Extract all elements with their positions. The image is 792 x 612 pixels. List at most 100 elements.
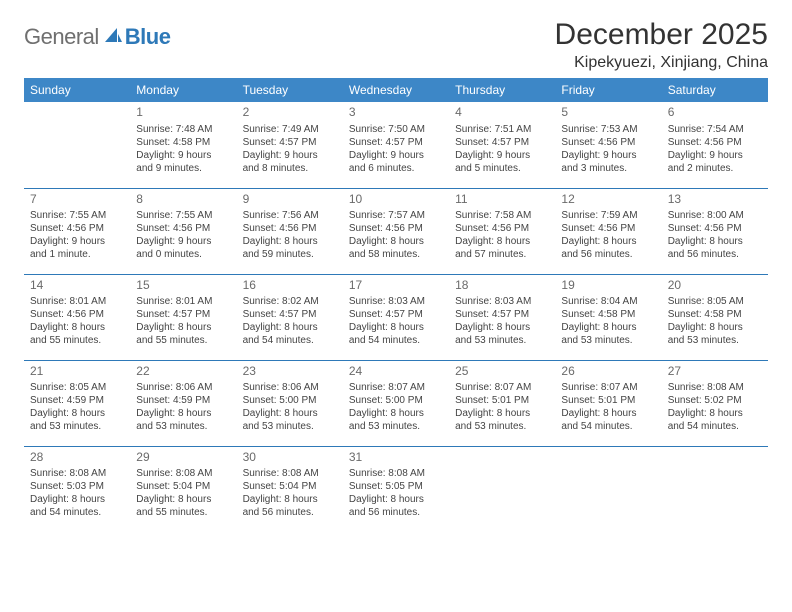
sunrise-text: Sunrise: 8:01 AM xyxy=(30,295,124,308)
sunrise-text: Sunrise: 7:48 AM xyxy=(136,123,230,136)
header: General Blue December 2025 Kipekyuezi, X… xyxy=(24,18,768,72)
sunset-text: Sunset: 4:56 PM xyxy=(349,222,443,235)
sunrise-text: Sunrise: 8:08 AM xyxy=(243,467,337,480)
calendar-week-row: 28Sunrise: 8:08 AMSunset: 5:03 PMDayligh… xyxy=(24,446,768,532)
daylight-text: Daylight: 8 hours and 53 minutes. xyxy=(30,407,124,433)
day-number: 24 xyxy=(349,364,443,380)
day-number: 5 xyxy=(561,105,655,121)
weekday-header: Thursday xyxy=(449,78,555,102)
sunrise-text: Sunrise: 8:03 AM xyxy=(455,295,549,308)
day-number: 9 xyxy=(243,192,337,208)
daylight-text: Daylight: 8 hours and 53 minutes. xyxy=(136,407,230,433)
sunset-text: Sunset: 4:57 PM xyxy=(349,136,443,149)
day-number: 18 xyxy=(455,278,549,294)
sunrise-text: Sunrise: 8:06 AM xyxy=(243,381,337,394)
day-number: 4 xyxy=(455,105,549,121)
sunset-text: Sunset: 4:57 PM xyxy=(136,308,230,321)
daylight-text: Daylight: 8 hours and 54 minutes. xyxy=(243,321,337,347)
sunset-text: Sunset: 4:56 PM xyxy=(668,136,762,149)
daylight-text: Daylight: 8 hours and 57 minutes. xyxy=(455,235,549,261)
sunset-text: Sunset: 4:56 PM xyxy=(561,136,655,149)
calendar-day-cell: 31Sunrise: 8:08 AMSunset: 5:05 PMDayligh… xyxy=(343,446,449,532)
sunrise-text: Sunrise: 8:07 AM xyxy=(455,381,549,394)
sunrise-text: Sunrise: 8:06 AM xyxy=(136,381,230,394)
day-number: 13 xyxy=(668,192,762,208)
sunrise-text: Sunrise: 7:57 AM xyxy=(349,209,443,222)
calendar-week-row: 7Sunrise: 7:55 AMSunset: 4:56 PMDaylight… xyxy=(24,188,768,274)
sunset-text: Sunset: 5:03 PM xyxy=(30,480,124,493)
day-number: 2 xyxy=(243,105,337,121)
calendar-day-cell: 13Sunrise: 8:00 AMSunset: 4:56 PMDayligh… xyxy=(662,188,768,274)
sunset-text: Sunset: 4:56 PM xyxy=(136,222,230,235)
title-block: December 2025 Kipekyuezi, Xinjiang, Chin… xyxy=(555,18,768,72)
daylight-text: Daylight: 8 hours and 59 minutes. xyxy=(243,235,337,261)
sunrise-text: Sunrise: 7:56 AM xyxy=(243,209,337,222)
sunrise-text: Sunrise: 7:59 AM xyxy=(561,209,655,222)
sunrise-text: Sunrise: 8:08 AM xyxy=(136,467,230,480)
daylight-text: Daylight: 8 hours and 53 minutes. xyxy=(455,407,549,433)
sunset-text: Sunset: 4:57 PM xyxy=(349,308,443,321)
daylight-text: Daylight: 8 hours and 53 minutes. xyxy=(668,321,762,347)
sunset-text: Sunset: 5:05 PM xyxy=(349,480,443,493)
calendar-day-cell: 16Sunrise: 8:02 AMSunset: 4:57 PMDayligh… xyxy=(237,274,343,360)
sunset-text: Sunset: 4:58 PM xyxy=(668,308,762,321)
sunrise-text: Sunrise: 8:02 AM xyxy=(243,295,337,308)
calendar-day-cell xyxy=(662,446,768,532)
sunrise-text: Sunrise: 8:05 AM xyxy=(30,381,124,394)
weekday-header: Sunday xyxy=(24,78,130,102)
calendar-week-row: 1Sunrise: 7:48 AMSunset: 4:58 PMDaylight… xyxy=(24,102,768,188)
calendar-day-cell: 25Sunrise: 8:07 AMSunset: 5:01 PMDayligh… xyxy=(449,360,555,446)
day-number: 16 xyxy=(243,278,337,294)
weekday-header: Tuesday xyxy=(237,78,343,102)
calendar-day-cell: 5Sunrise: 7:53 AMSunset: 4:56 PMDaylight… xyxy=(555,102,661,188)
calendar-day-cell: 28Sunrise: 8:08 AMSunset: 5:03 PMDayligh… xyxy=(24,446,130,532)
daylight-text: Daylight: 8 hours and 56 minutes. xyxy=(243,493,337,519)
day-number: 11 xyxy=(455,192,549,208)
sunset-text: Sunset: 4:57 PM xyxy=(243,308,337,321)
sunrise-text: Sunrise: 8:07 AM xyxy=(561,381,655,394)
logo-sail-icon xyxy=(103,26,123,49)
weekday-header: Saturday xyxy=(662,78,768,102)
sunset-text: Sunset: 5:00 PM xyxy=(349,394,443,407)
sunrise-text: Sunrise: 8:05 AM xyxy=(668,295,762,308)
calendar-day-cell: 22Sunrise: 8:06 AMSunset: 4:59 PMDayligh… xyxy=(130,360,236,446)
calendar-table: Sunday Monday Tuesday Wednesday Thursday… xyxy=(24,78,768,532)
day-number: 1 xyxy=(136,105,230,121)
sunrise-text: Sunrise: 7:55 AM xyxy=(30,209,124,222)
day-number: 27 xyxy=(668,364,762,380)
day-number: 3 xyxy=(349,105,443,121)
daylight-text: Daylight: 9 hours and 9 minutes. xyxy=(136,149,230,175)
sunrise-text: Sunrise: 8:08 AM xyxy=(30,467,124,480)
sunrise-text: Sunrise: 7:54 AM xyxy=(668,123,762,136)
daylight-text: Daylight: 8 hours and 53 minutes. xyxy=(561,321,655,347)
day-number: 6 xyxy=(668,105,762,121)
daylight-text: Daylight: 8 hours and 55 minutes. xyxy=(136,321,230,347)
day-number: 12 xyxy=(561,192,655,208)
daylight-text: Daylight: 9 hours and 1 minute. xyxy=(30,235,124,261)
sunset-text: Sunset: 4:58 PM xyxy=(561,308,655,321)
sunset-text: Sunset: 5:02 PM xyxy=(668,394,762,407)
day-number: 8 xyxy=(136,192,230,208)
sunset-text: Sunset: 4:56 PM xyxy=(243,222,337,235)
daylight-text: Daylight: 9 hours and 2 minutes. xyxy=(668,149,762,175)
calendar-day-cell: 10Sunrise: 7:57 AMSunset: 4:56 PMDayligh… xyxy=(343,188,449,274)
calendar-day-cell: 27Sunrise: 8:08 AMSunset: 5:02 PMDayligh… xyxy=(662,360,768,446)
calendar-day-cell: 11Sunrise: 7:58 AMSunset: 4:56 PMDayligh… xyxy=(449,188,555,274)
day-number: 17 xyxy=(349,278,443,294)
calendar-day-cell xyxy=(449,446,555,532)
day-number: 23 xyxy=(243,364,337,380)
day-number: 10 xyxy=(349,192,443,208)
calendar-day-cell: 12Sunrise: 7:59 AMSunset: 4:56 PMDayligh… xyxy=(555,188,661,274)
calendar-day-cell: 24Sunrise: 8:07 AMSunset: 5:00 PMDayligh… xyxy=(343,360,449,446)
day-number: 15 xyxy=(136,278,230,294)
calendar-day-cell: 3Sunrise: 7:50 AMSunset: 4:57 PMDaylight… xyxy=(343,102,449,188)
sunrise-text: Sunrise: 7:50 AM xyxy=(349,123,443,136)
calendar-day-cell: 23Sunrise: 8:06 AMSunset: 5:00 PMDayligh… xyxy=(237,360,343,446)
sunset-text: Sunset: 5:04 PM xyxy=(243,480,337,493)
weekday-header: Wednesday xyxy=(343,78,449,102)
daylight-text: Daylight: 8 hours and 54 minutes. xyxy=(668,407,762,433)
day-number: 19 xyxy=(561,278,655,294)
sunrise-text: Sunrise: 8:08 AM xyxy=(668,381,762,394)
sunset-text: Sunset: 5:00 PM xyxy=(243,394,337,407)
daylight-text: Daylight: 8 hours and 56 minutes. xyxy=(561,235,655,261)
